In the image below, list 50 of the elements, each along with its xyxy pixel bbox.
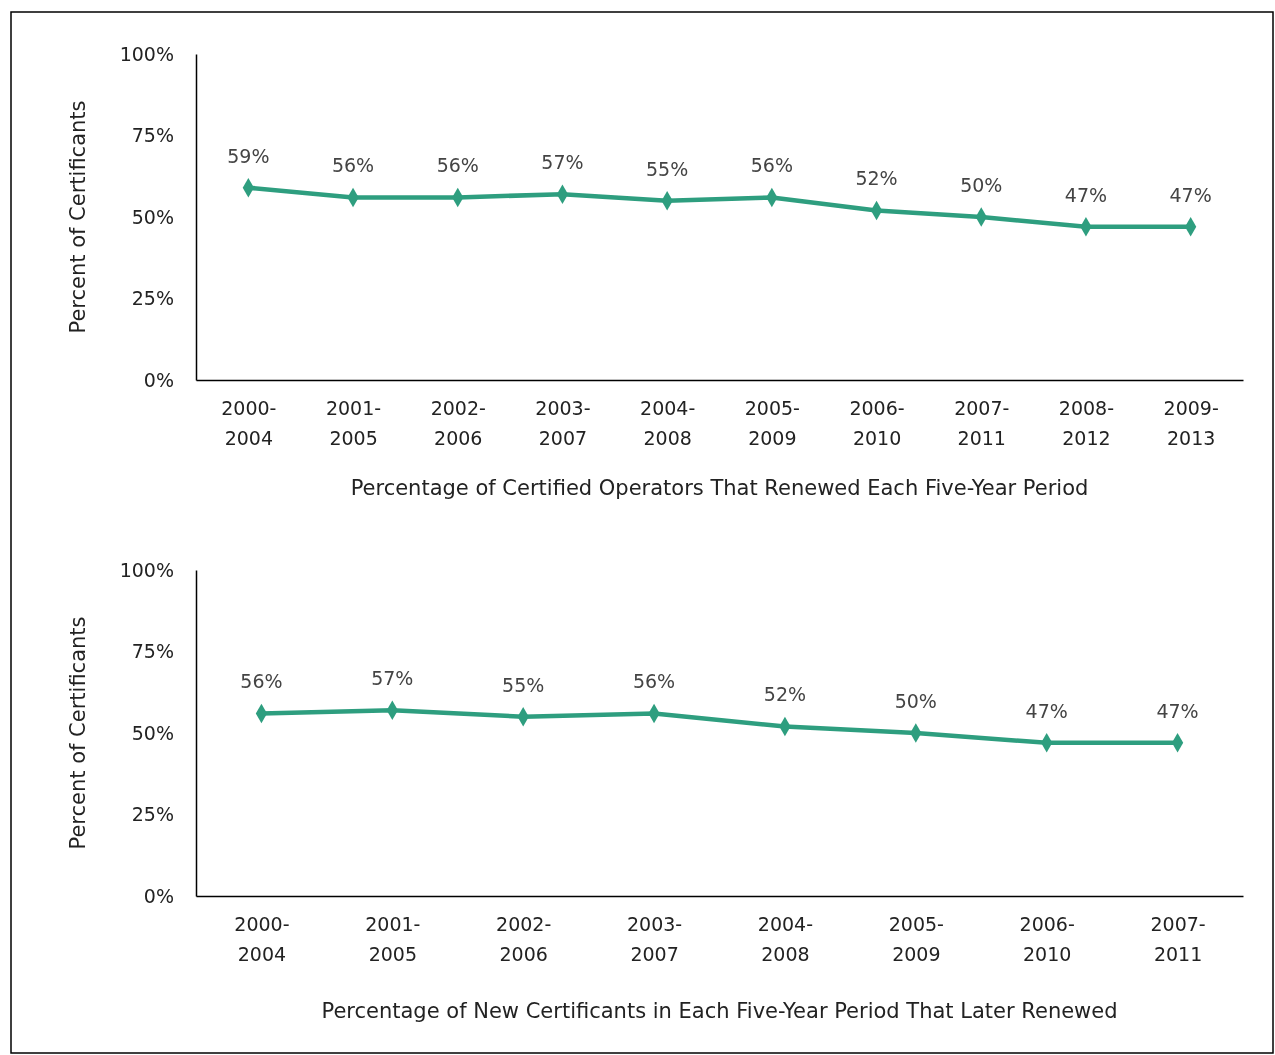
x-tick-label: 2003-2007: [626, 913, 683, 965]
y-tick-label: 75%: [131, 640, 174, 663]
y-tick-label: 100%: [119, 42, 174, 65]
text: 52%: [855, 167, 898, 190]
x-tick-label: 2003-2007: [535, 397, 591, 449]
x-tick-label: 2001-2005: [365, 913, 421, 965]
text: 55%: [502, 673, 545, 696]
text: 56%: [750, 154, 793, 177]
text: 50%: [894, 690, 937, 712]
y-tick-label: 50%: [131, 205, 174, 228]
x-tick-label: 2001-2005: [325, 397, 382, 449]
text: 57%: [541, 151, 584, 174]
y-axis-title: Percent of Certificants: [66, 100, 90, 334]
text: 59%: [227, 144, 270, 167]
text: 47%: [1064, 183, 1108, 206]
y-tick-label: 50%: [131, 721, 174, 744]
x-tick-label: 2009-2013: [1163, 397, 1219, 449]
y-tick-label: 75%: [131, 124, 174, 147]
text: 57%: [371, 667, 414, 690]
x-tick-label: 2000-2004: [234, 913, 290, 965]
x-tick-label: 2004-2008: [640, 397, 696, 449]
x-tick-label: 2006-2010: [1019, 913, 1075, 965]
x-tick-label: 2002-2006: [496, 913, 552, 965]
y-tick-label: 25%: [131, 803, 174, 826]
text: 55%: [646, 157, 689, 180]
x-tick-label: 2008-2012: [1058, 397, 1115, 449]
y-tick-label: 0%: [143, 884, 174, 907]
text: 56%: [632, 670, 676, 693]
text: 47%: [1156, 699, 1199, 722]
text: 47%: [1025, 699, 1068, 722]
y-tick-label: 25%: [131, 287, 174, 310]
text: 56%: [331, 154, 375, 177]
text: 56%: [436, 154, 479, 177]
x-tick-label: 2002-2006: [430, 397, 486, 449]
y-axis-title: Percent of Certificants: [66, 616, 90, 850]
y-tick-label: 0%: [143, 368, 174, 391]
x-axis-title: Percentage of Certified Operators That Renewed Each Five-Year Period: [350, 476, 1089, 500]
x-tick-label: 2005-2009: [744, 397, 800, 449]
x-tick-label: 2004-2008: [757, 913, 814, 965]
x-axis-title: Percentage of New Certificants in Each Five-Year Period That Later Renewed: [321, 999, 1118, 1023]
text: 50%: [960, 174, 1003, 196]
y-tick-label: 100%: [119, 558, 174, 581]
text: 52%: [763, 683, 807, 706]
x-tick-label: 2006-2010: [849, 397, 905, 449]
x-tick-label: 2005-2009: [888, 913, 944, 965]
text: 56%: [240, 670, 283, 693]
x-tick-label: 2007-2011: [1150, 913, 1206, 965]
x-tick-label: 2007-2011: [954, 397, 1010, 449]
text: 47%: [1169, 183, 1212, 206]
x-tick-label: 2000-2004: [221, 397, 277, 449]
